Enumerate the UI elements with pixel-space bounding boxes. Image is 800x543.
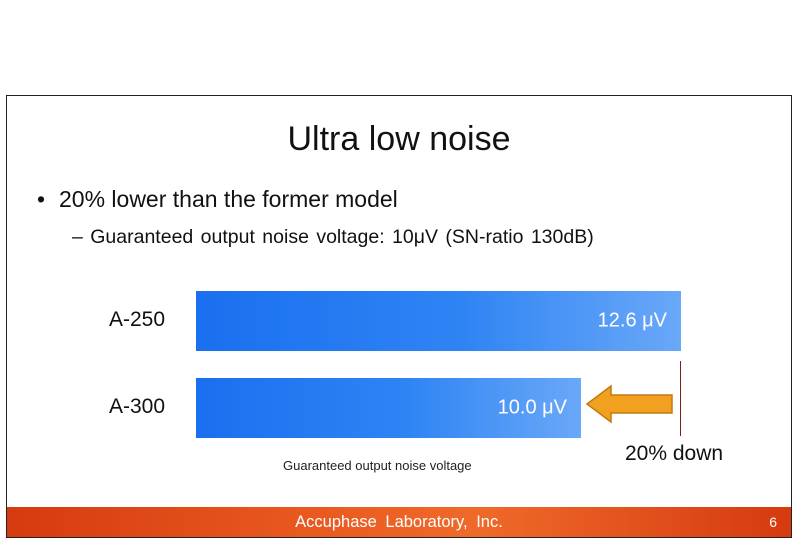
reduction-annotation: 20% down xyxy=(625,442,724,465)
bullet-sub: – Guaranteed output noise voltage: 10μV … xyxy=(72,226,594,248)
bar-value-a-250: 12.6 μV xyxy=(597,309,667,332)
chart-caption: Guaranteed output noise voltage xyxy=(283,458,472,473)
bar-label-a-250: A-250 xyxy=(109,308,166,331)
reference-marker-line xyxy=(680,361,681,436)
bullet-dot: • xyxy=(37,186,46,212)
slide: Ultra low noise • 20% lower than the form… xyxy=(6,95,792,538)
bar-value-a-300: 10.0 μV xyxy=(497,396,567,419)
footer-bar: Accuphase Laboratory, Inc. 6 xyxy=(7,507,791,537)
bullet-main-text: 20% lower than the former model xyxy=(59,186,398,212)
footer-company: Accuphase Laboratory, Inc. xyxy=(295,513,503,531)
page-number: 6 xyxy=(769,514,777,530)
left-arrow-icon xyxy=(585,384,673,424)
bar-label-a-300: A-300 xyxy=(109,395,166,418)
bar-a-300: 10.0 μV xyxy=(196,378,581,438)
bar-a-250: 12.6 μV xyxy=(196,291,681,351)
bullet-main: • 20% lower than the former model xyxy=(37,186,398,213)
slide-title: Ultra low noise xyxy=(287,120,511,158)
